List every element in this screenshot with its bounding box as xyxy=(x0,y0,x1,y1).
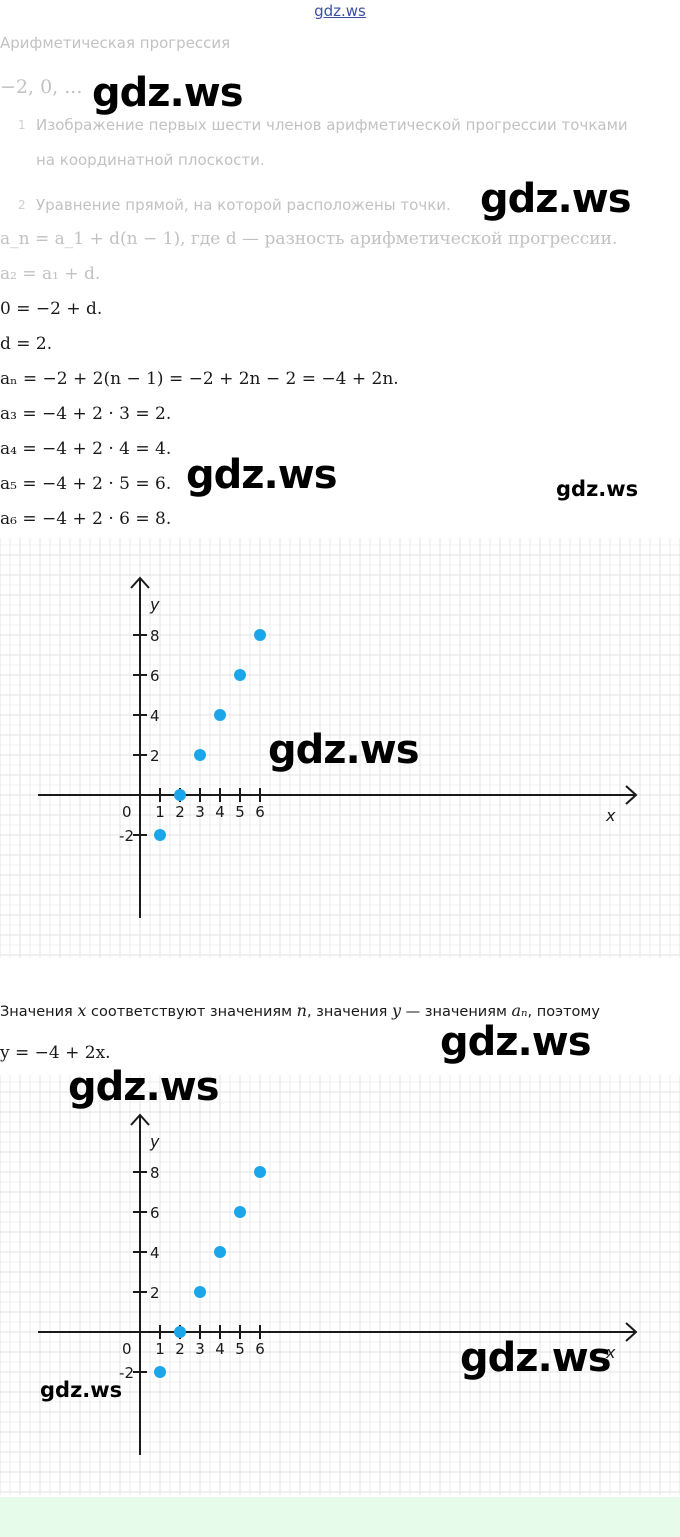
var-n: n xyxy=(296,1001,307,1020)
y-tick-label: 2 xyxy=(150,747,160,765)
data-point xyxy=(214,1246,226,1258)
x-axis-arrow xyxy=(625,785,638,805)
var-an: aₙ xyxy=(511,1001,528,1020)
x-axis-arrow xyxy=(625,1322,638,1342)
var-y: y xyxy=(392,1001,402,1020)
formula-general: a_n = a_1 + d(n − 1), где d — разность а… xyxy=(0,229,618,249)
site-link-watermark[interactable]: gdz.ws xyxy=(314,2,366,20)
data-point xyxy=(234,1206,246,1218)
step-an: aₙ = −2 + 2(n − 1) = −2 + 2n − 2 = −4 + … xyxy=(0,369,399,389)
watermark-logo: gdz.ws xyxy=(92,70,244,116)
y-tick-label: 4 xyxy=(150,707,160,725)
step-zero: 0 = −2 + d. xyxy=(0,299,103,319)
x-axis-label: x xyxy=(605,1343,616,1362)
list-item-1-line1: Изображение первых шести членов арифмети… xyxy=(36,116,628,134)
x-tick-label: 5 xyxy=(235,1340,245,1358)
y-axis-label: y xyxy=(149,1132,160,1151)
x-tick-label: 6 xyxy=(255,1340,265,1358)
watermark-logo: gdz.ws xyxy=(68,1064,220,1110)
data-point xyxy=(254,1166,266,1178)
data-point xyxy=(214,709,226,721)
y-tick-label: 6 xyxy=(150,667,160,685)
data-point xyxy=(154,829,166,841)
section-title: Арифметическая прогрессия xyxy=(0,34,231,52)
y-tick-label: -2 xyxy=(119,1364,134,1382)
data-point xyxy=(194,1286,206,1298)
watermark-logo: gdz.ws xyxy=(480,176,632,222)
watermark-logo: gdz.ws xyxy=(186,452,338,498)
data-point xyxy=(154,1366,166,1378)
step-a5: a₅ = −4 + 2 · 5 = 6. xyxy=(0,474,172,494)
list-number-2: 2 xyxy=(18,198,26,212)
y-axis-arrow xyxy=(130,576,150,589)
data-point xyxy=(194,749,206,761)
x-tick-label: 3 xyxy=(195,803,205,821)
x-tick-label: 1 xyxy=(155,803,165,821)
x-tick-label: 3 xyxy=(195,1340,205,1358)
watermark-logo: gdz.ws xyxy=(40,1378,123,1402)
watermark-logo: gdz.ws xyxy=(268,727,420,773)
y-tick-label: 2 xyxy=(150,1284,160,1302)
y-tick-label: 8 xyxy=(150,627,160,645)
line-equation: y = −4 + 2x. xyxy=(0,1043,111,1063)
footer-bar xyxy=(0,1497,680,1537)
y-tick-label: 8 xyxy=(150,1164,160,1182)
x-tick-label: 2 xyxy=(175,1340,185,1358)
x-tick-label: 1 xyxy=(155,1340,165,1358)
step-a4: a₄ = −4 + 2 · 4 = 4. xyxy=(0,439,172,459)
note-paragraph: Значения x соответствуют значениям n, зн… xyxy=(0,1001,600,1020)
list-number-1: 1 xyxy=(18,118,26,132)
y-tick-label: 4 xyxy=(150,1244,160,1262)
watermark-logo: gdz.ws xyxy=(440,1019,592,1065)
x-tick-label: 6 xyxy=(255,803,265,821)
data-point xyxy=(234,669,246,681)
x-tick-label: 4 xyxy=(215,1340,225,1358)
data-point xyxy=(174,789,186,801)
data-point xyxy=(174,1326,186,1338)
y-tick-label: 6 xyxy=(150,1204,160,1222)
x-tick-label: 4 xyxy=(215,803,225,821)
var-x: x xyxy=(77,1001,87,1020)
y-tick-label: -2 xyxy=(119,827,134,845)
x-tick-label: 5 xyxy=(235,803,245,821)
list-item-2: Уравнение прямой, на которой расположены… xyxy=(36,196,451,214)
sequence-text: −2, 0, ... xyxy=(0,76,83,98)
step-a6: a₆ = −4 + 2 · 6 = 8. xyxy=(0,509,172,529)
x-axis-label: x xyxy=(605,806,616,825)
y-axis-label: y xyxy=(149,595,160,614)
grid xyxy=(0,1075,680,1495)
origin-label: 0 xyxy=(122,803,132,821)
step-a3: a₃ = −4 + 2 · 3 = 2. xyxy=(0,404,172,424)
y-axis-arrow xyxy=(130,1113,150,1126)
data-point xyxy=(254,629,266,641)
watermark-logo: gdz.ws xyxy=(460,1335,612,1381)
step-d: d = 2. xyxy=(0,334,53,354)
step-a2: a₂ = a₁ + d. xyxy=(0,264,101,284)
list-item-1-line2: на координатной плоскости. xyxy=(36,151,265,169)
watermark-logo: gdz.ws xyxy=(556,477,639,501)
grid xyxy=(0,538,680,958)
x-tick-label: 2 xyxy=(175,803,185,821)
origin-label: 0 xyxy=(122,1340,132,1358)
